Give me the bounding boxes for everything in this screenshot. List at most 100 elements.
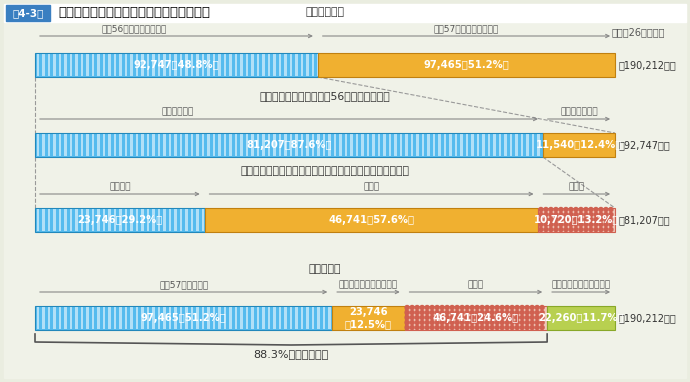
Bar [141,54,144,76]
Circle shape [405,311,409,314]
Circle shape [495,316,499,319]
Bar [317,307,319,329]
Bar [86,209,88,231]
Bar [279,134,281,156]
Circle shape [480,320,484,324]
Circle shape [420,325,424,330]
Circle shape [510,325,514,330]
Circle shape [415,311,419,314]
Bar [152,54,155,76]
Circle shape [470,325,474,330]
Bar [317,134,319,156]
Circle shape [584,217,588,222]
Bar [59,54,61,76]
Circle shape [510,320,514,324]
Bar [75,209,77,231]
Bar [190,134,193,156]
Circle shape [430,325,434,330]
Circle shape [510,311,514,314]
Text: 92,747（48.8%）: 92,747（48.8%） [134,60,219,70]
Text: （190,212棟）: （190,212棟） [619,60,677,70]
Bar [504,134,506,156]
Circle shape [559,217,563,222]
Bar [318,53,615,77]
Bar [538,208,615,232]
Bar [466,134,468,156]
Circle shape [564,222,568,227]
Circle shape [594,207,598,212]
Circle shape [405,325,409,330]
Circle shape [460,306,464,309]
Circle shape [455,316,459,319]
Bar [103,209,105,231]
Bar [224,134,226,156]
Bar [322,134,325,156]
Bar [547,306,615,330]
Circle shape [584,207,588,212]
Bar [146,54,149,76]
Bar [59,209,61,231]
Bar [224,54,226,76]
Circle shape [495,325,499,330]
Bar [70,134,72,156]
Bar [422,134,424,156]
Bar [201,134,204,156]
Circle shape [435,325,439,330]
Bar [201,54,204,76]
Text: 23,746（29.2%）: 23,746（29.2%） [77,215,162,225]
Circle shape [564,212,568,217]
Circle shape [510,306,514,309]
Bar [438,134,440,156]
Bar [229,54,232,76]
Circle shape [455,311,459,314]
Circle shape [599,228,603,231]
Circle shape [574,217,578,222]
Bar [273,54,275,76]
Bar [113,54,116,76]
Circle shape [490,320,494,324]
Bar [37,54,39,76]
Circle shape [515,320,519,324]
Bar [53,54,55,76]
Bar [75,134,77,156]
Circle shape [410,316,414,319]
Circle shape [609,217,613,222]
Circle shape [475,320,479,324]
Bar [86,134,88,156]
Bar [427,134,429,156]
Circle shape [435,311,439,314]
Circle shape [574,222,578,227]
Bar [350,134,353,156]
Bar [543,133,615,157]
Bar [449,134,451,156]
Circle shape [430,311,434,314]
Bar [207,134,210,156]
Bar [311,307,314,329]
Circle shape [594,217,598,222]
Circle shape [440,316,444,319]
Circle shape [530,306,534,309]
Bar [135,134,138,156]
Bar [339,134,342,156]
Circle shape [415,325,419,330]
Circle shape [515,325,519,330]
Circle shape [520,316,524,319]
Bar [70,209,72,231]
Circle shape [594,222,598,227]
Bar [235,307,237,329]
Bar [477,134,479,156]
Circle shape [589,207,593,212]
Circle shape [490,316,494,319]
Circle shape [574,228,578,231]
Circle shape [530,320,534,324]
Text: 耐震診断の結果耐震性有: 耐震診断の結果耐震性有 [339,280,398,289]
Bar [471,134,473,156]
Bar [268,134,270,156]
Circle shape [604,207,608,212]
Bar [130,307,132,329]
Bar [394,134,397,156]
Text: 耐震診断実施: 耐震診断実施 [161,107,193,116]
Circle shape [515,306,519,309]
Bar [201,209,204,231]
Circle shape [445,306,449,309]
